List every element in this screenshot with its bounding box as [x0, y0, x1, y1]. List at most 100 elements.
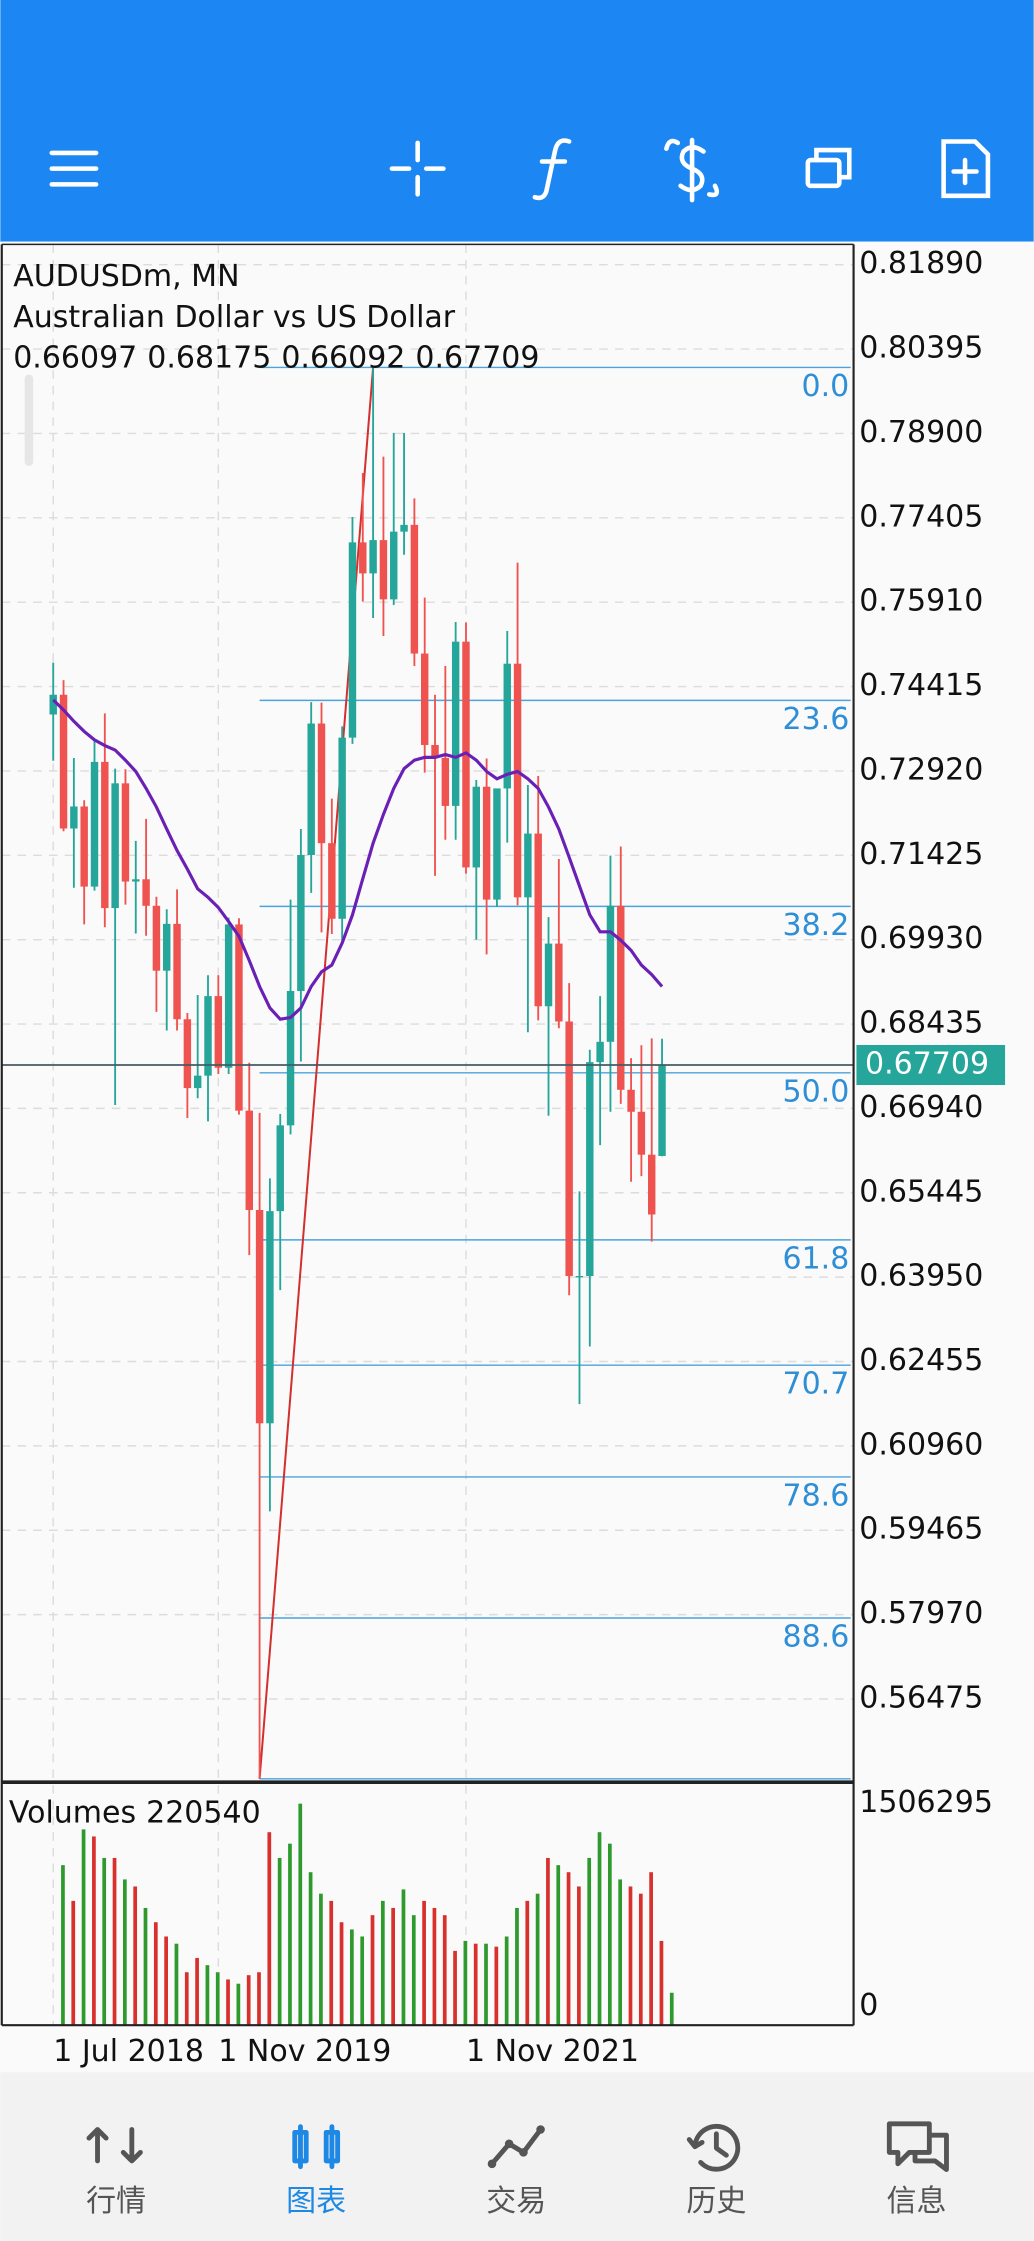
- bottom-nav: [0, 2072, 1034, 2241]
- candle-body: [637, 1111, 646, 1155]
- tab-label: 交易: [486, 2184, 546, 2219]
- candle-body: [441, 757, 450, 806]
- volume-bar: [546, 1857, 550, 2026]
- candle-body: [493, 788, 501, 900]
- volume-bar: [566, 1872, 571, 2026]
- candle-body: [575, 1276, 584, 1278]
- volume-bar: [473, 1943, 478, 2026]
- candle-body: [431, 744, 439, 758]
- description: Australian Dollar vs US Dollar: [13, 300, 456, 335]
- volume-bar: [607, 1843, 612, 2026]
- candle-body: [400, 524, 408, 532]
- candle-body: [297, 855, 305, 992]
- volume-bar: [649, 1872, 653, 2026]
- candle-body: [627, 1089, 635, 1112]
- volume-bar: [370, 1915, 375, 2026]
- y-tick-label: 0.80395: [859, 331, 983, 366]
- menu-button[interactable]: [49, 150, 99, 187]
- candle-body: [390, 531, 398, 600]
- volume-bar: [535, 1893, 540, 2026]
- volume-bar: [587, 1857, 592, 2026]
- current-price-label: 0.67709: [865, 1047, 989, 1082]
- candle-body: [534, 833, 542, 1007]
- fibo-level-label: 78.6: [782, 1478, 849, 1513]
- volume-bar: [226, 1979, 230, 2026]
- tab[interactable]: 交易: [486, 2125, 546, 2219]
- y-tick-label: 0.71425: [859, 837, 983, 872]
- candle-body: [369, 540, 377, 574]
- y-tick-label: 0.75910: [859, 584, 983, 619]
- candle-body: [307, 723, 315, 856]
- volume-last: 220540: [146, 1795, 261, 1830]
- volume-bar: [556, 1865, 561, 2026]
- volume-bar: [215, 1972, 220, 2026]
- candle-body: [90, 761, 99, 887]
- ohlc-values: 0.66097 0.68175 0.66092 0.67709: [13, 340, 539, 375]
- volume-bar: [494, 1946, 499, 2026]
- candle-body: [472, 786, 481, 868]
- volume-bar: [319, 1893, 323, 2026]
- tab[interactable]: 图表: [286, 2124, 346, 2219]
- volume-bar: [174, 1943, 179, 2026]
- volume-bar: [164, 1936, 168, 2026]
- candle-body: [70, 806, 78, 829]
- toolbar-icons: [49, 137, 991, 203]
- crosshair-button[interactable]: [389, 140, 446, 197]
- volume-bar: [308, 1872, 313, 2026]
- candle-body: [173, 923, 181, 1020]
- tab[interactable]: 信息: [886, 2121, 949, 2219]
- candle-body: [111, 783, 119, 909]
- candle-body: [255, 1209, 264, 1424]
- tab-icon: [686, 2123, 741, 2172]
- volume-bar: [298, 1803, 303, 2026]
- tab-bar: 行情 图表 交易 历史 信息: [86, 2121, 949, 2219]
- ohlc-high: 0.68175: [147, 340, 271, 375]
- candle-body: [80, 806, 88, 887]
- candle-body: [266, 1211, 274, 1424]
- new-order-button[interactable]: [941, 139, 991, 199]
- tab-icon-dot: [519, 2148, 528, 2157]
- volume-bar: [628, 1886, 633, 2026]
- volume-tick-label: 1506295: [859, 1785, 993, 1820]
- y-tick-label: 0.57970: [859, 1596, 983, 1631]
- tab[interactable]: 历史: [686, 2123, 746, 2219]
- volume-bar: [71, 1900, 76, 2026]
- candle-body: [49, 694, 57, 715]
- volume-bar: [205, 1965, 210, 2026]
- volume-bar: [122, 1879, 127, 2026]
- windows-button[interactable]: [805, 147, 852, 189]
- volume-bar: [184, 1972, 189, 2026]
- x-tick-label: 1 Jul 2018: [53, 2034, 204, 2069]
- trade-button[interactable]: [664, 137, 720, 203]
- candle-body: [410, 524, 419, 654]
- volume-bar: [339, 1922, 344, 2026]
- volume-bar: [61, 1865, 65, 2026]
- volume-bar: [236, 1983, 241, 2026]
- volume-bar: [515, 1907, 519, 2026]
- volume-header: Volumes 220540: [9, 1795, 261, 1830]
- tab-icon: [292, 2124, 341, 2170]
- tab[interactable]: 行情: [86, 2127, 146, 2219]
- volume-bar: [638, 1893, 643, 2026]
- volume-bar: [360, 1936, 365, 2026]
- candle-body: [59, 694, 68, 829]
- candle-body: [101, 761, 109, 909]
- candle-body: [348, 542, 357, 738]
- y-tick-label: 0.60960: [859, 1427, 983, 1462]
- fibo-level-label: 38.2: [782, 908, 849, 943]
- y-tick-label: 0.74415: [859, 668, 983, 703]
- candle-body: [379, 540, 388, 600]
- volume-bar: [504, 1936, 509, 2026]
- candle-body: [565, 1021, 573, 1277]
- ohlc-open: 0.66097: [13, 340, 137, 375]
- volume-bar: [453, 1950, 457, 2026]
- volume-bar: [81, 1829, 86, 2026]
- candle-body: [235, 924, 243, 1111]
- indicator-button[interactable]: [532, 138, 572, 201]
- y-tick-label: 0.59465: [859, 1512, 983, 1547]
- tab-icon-dot: [536, 2125, 545, 2134]
- volume-bar: [112, 1857, 117, 2026]
- volume-bar: [153, 1922, 158, 2026]
- candle-body: [513, 663, 522, 898]
